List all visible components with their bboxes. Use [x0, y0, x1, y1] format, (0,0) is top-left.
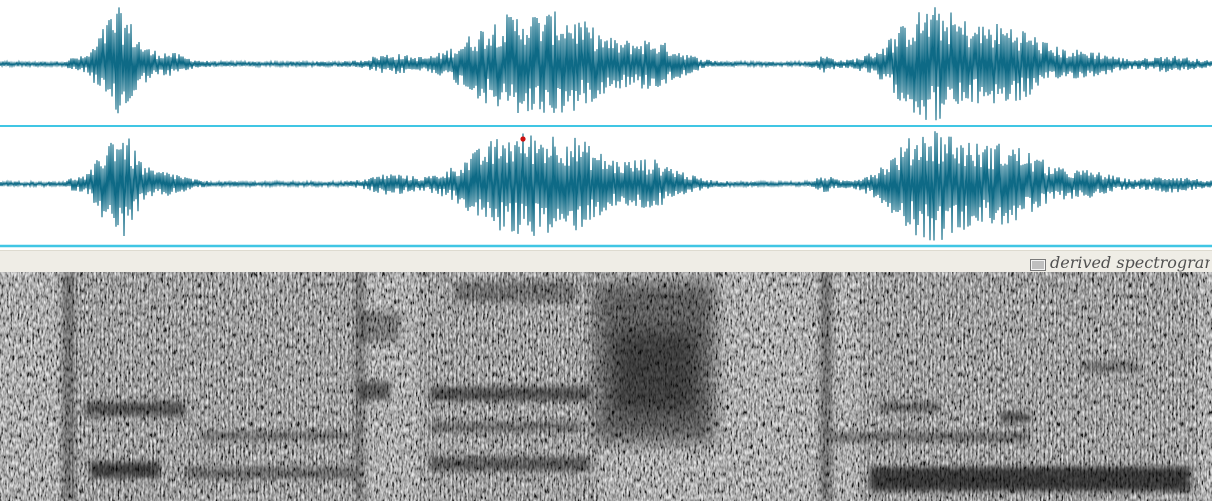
spectrogram-canvas [0, 272, 1212, 501]
playhead-marker[interactable] [520, 136, 526, 142]
spectrogram-label: derived spectrogram [1050, 252, 1210, 272]
spectrogram-pane[interactable] [0, 272, 1212, 501]
waveform-channel-1 [0, 7, 1212, 121]
spectrogram-icon [1030, 256, 1046, 271]
waveform-canvas[interactable] [0, 0, 1212, 250]
waveform-channel-2 [0, 131, 1212, 241]
spectrogram-header: derived spectrogram [0, 250, 1212, 272]
waveform-pane[interactable] [0, 0, 1212, 250]
spectrogram-title[interactable]: derived spectrogram [1030, 252, 1210, 272]
